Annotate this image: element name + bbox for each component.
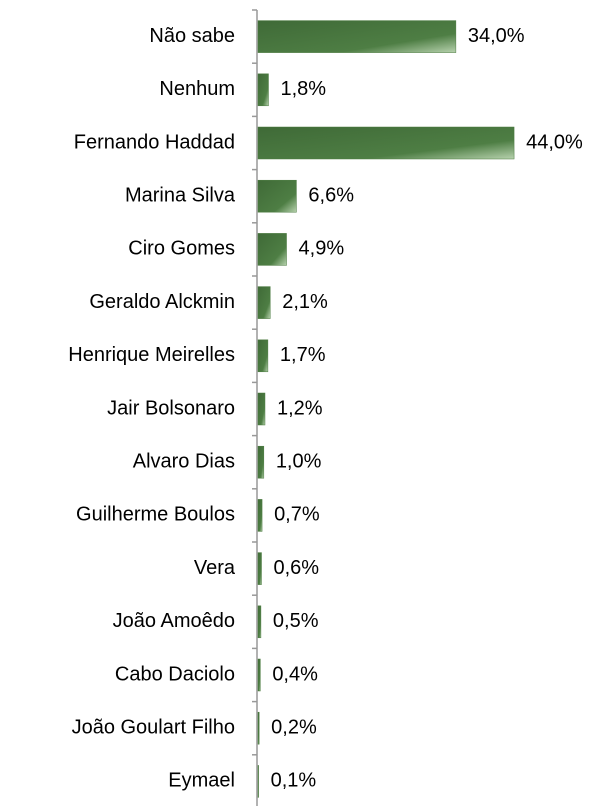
category-label: Fernando Haddad: [74, 131, 235, 153]
value-label: 0,1%: [271, 770, 317, 792]
bar: [257, 499, 263, 532]
category-label: Ciro Gomes: [128, 238, 235, 260]
bar: [257, 179, 297, 213]
bar: [257, 765, 259, 798]
bar: [257, 339, 269, 373]
bar: [257, 73, 269, 107]
category-label: Nenhum: [159, 78, 235, 100]
bar: [257, 445, 265, 479]
value-label: 1,7%: [280, 344, 326, 366]
bar: [257, 233, 287, 266]
value-label: 6,6%: [308, 184, 354, 206]
category-label: João Amoêdo: [113, 610, 235, 632]
bar: [257, 605, 262, 639]
value-label: 0,6%: [273, 557, 319, 579]
value-label: 44,0%: [526, 131, 583, 153]
value-label: 4,9%: [299, 238, 345, 260]
category-label: Vera: [194, 557, 236, 579]
value-label: 1,8%: [280, 78, 326, 100]
value-label: 34,0%: [468, 25, 525, 47]
category-label: João Goulart Filho: [72, 716, 235, 738]
value-label: 0,7%: [274, 504, 320, 526]
category-label: Geraldo Alckmin: [89, 291, 235, 313]
bar: [257, 286, 271, 319]
value-label: 0,5%: [273, 610, 319, 632]
value-label: 1,0%: [276, 450, 322, 472]
bar: [257, 126, 515, 160]
bar: [257, 711, 260, 745]
bar: [257, 392, 266, 426]
category-label: Não sabe: [149, 25, 235, 47]
value-label: 2,1%: [282, 291, 328, 313]
category-label: Jair Bolsonaro: [107, 397, 235, 419]
value-label: 0,2%: [271, 716, 317, 738]
category-label: Henrique Meirelles: [68, 344, 235, 366]
category-label: Cabo Daciolo: [115, 663, 235, 685]
bar: [257, 20, 457, 53]
category-label: Marina Silva: [125, 184, 236, 206]
value-label: 1,2%: [277, 397, 323, 419]
bar: [257, 552, 262, 585]
bar: [257, 658, 261, 692]
category-label: Eymael: [168, 770, 235, 792]
value-label: 0,4%: [272, 663, 318, 685]
category-label: Guilherme Boulos: [76, 504, 235, 526]
category-label: Alvaro Dias: [133, 450, 235, 472]
